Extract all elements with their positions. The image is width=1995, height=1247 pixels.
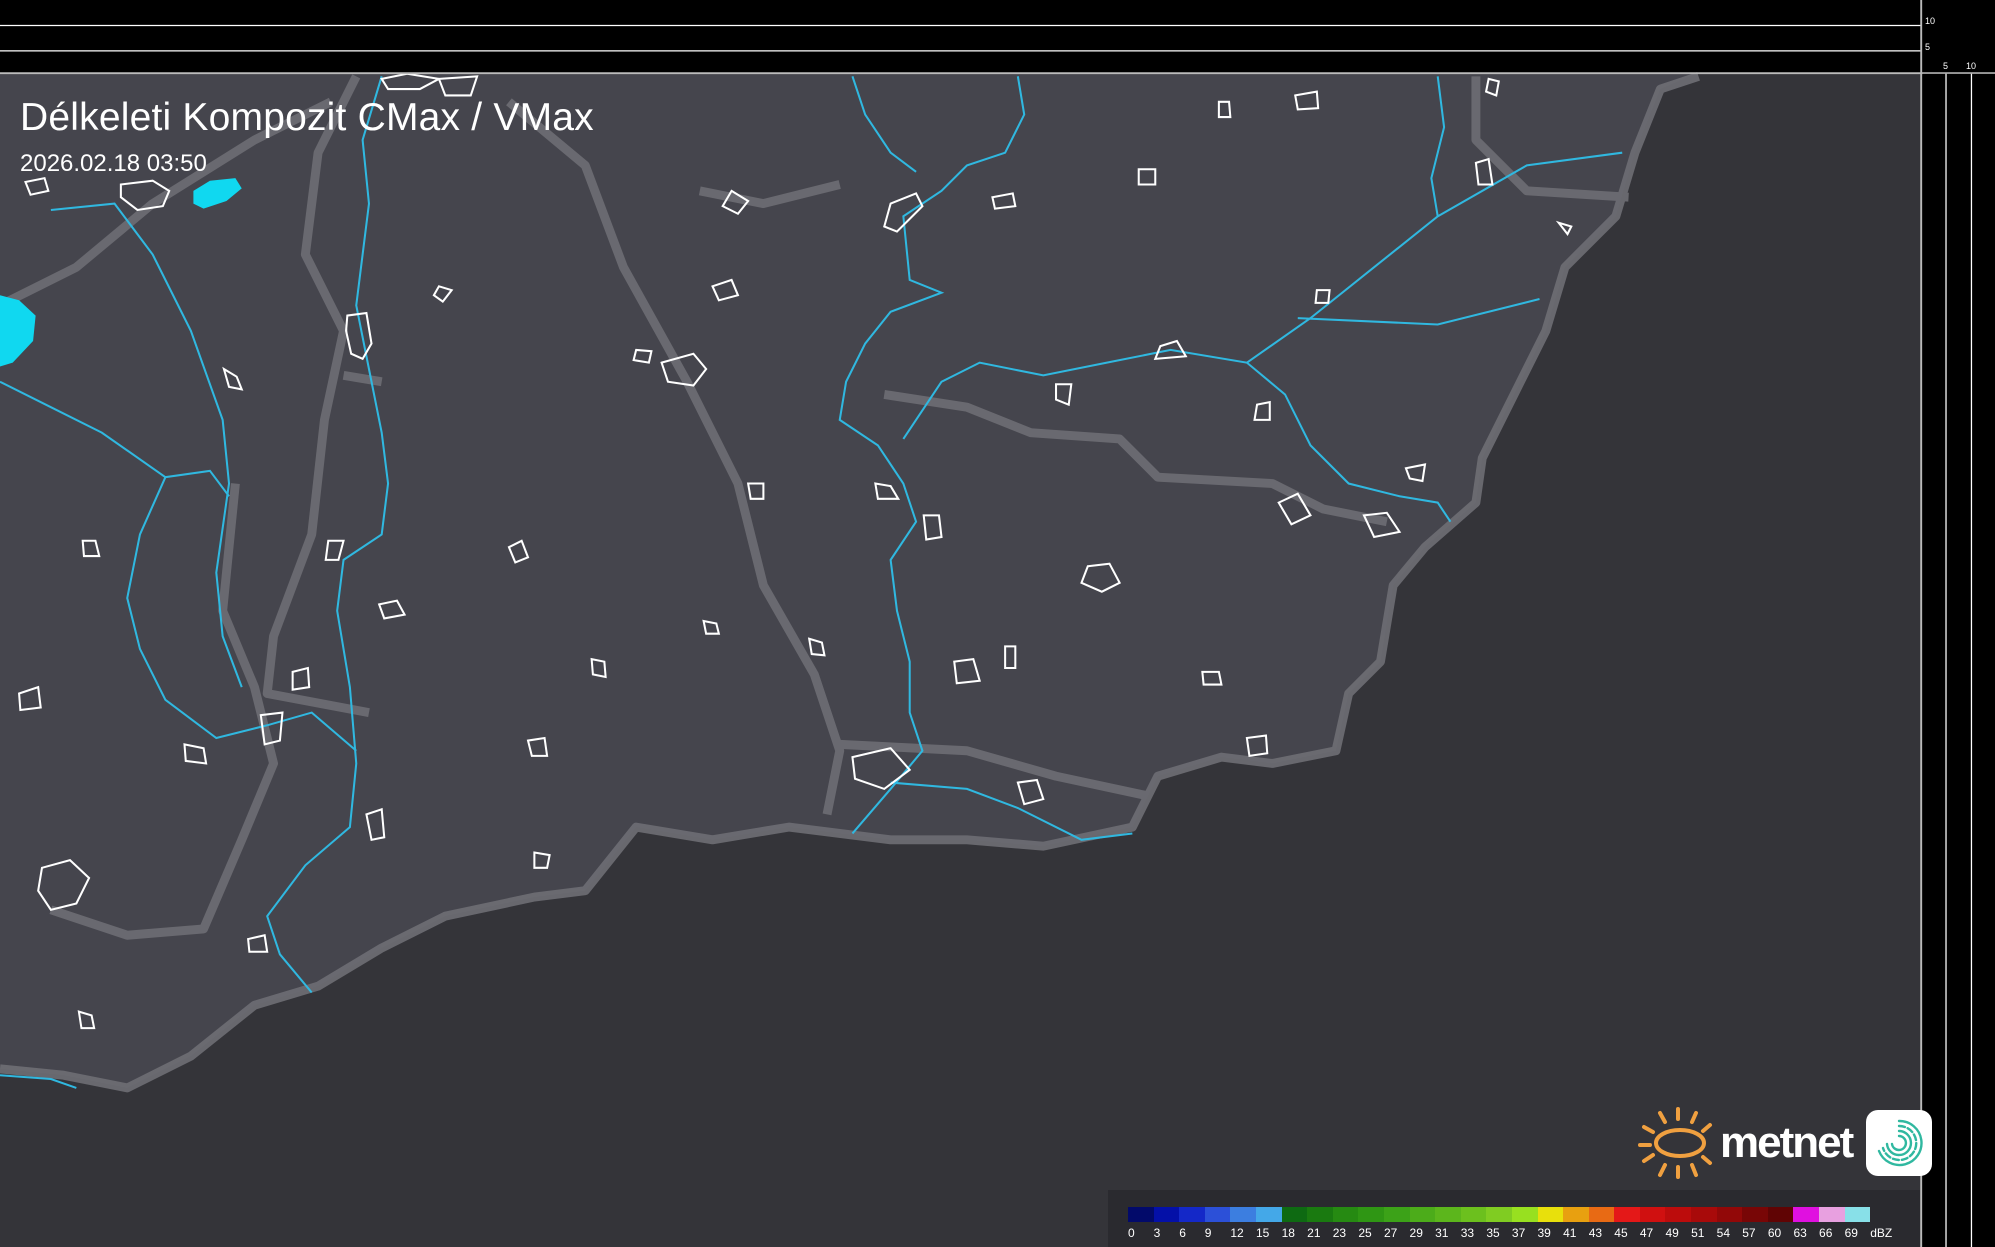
legend-color-cell (1204, 1207, 1231, 1222)
legend-value-label: 0 (1128, 1226, 1135, 1240)
metnet-logo: metnet (1638, 1105, 1933, 1181)
legend-color-cell (1179, 1207, 1205, 1222)
legend-value-label: 60 (1767, 1226, 1782, 1240)
legend-color-cell (1588, 1207, 1615, 1222)
legend-color-cell (1332, 1207, 1359, 1222)
legend-value-label: 39 (1537, 1226, 1551, 1240)
legend-value-label: 6 (1179, 1226, 1186, 1240)
legend-value-label: 3 (1153, 1226, 1161, 1240)
scale-tick-label: 5 (1925, 42, 1931, 52)
legend-value-label: 23 (1332, 1226, 1347, 1240)
legend-color-cell (1537, 1207, 1564, 1222)
sun-icon (1638, 1107, 1712, 1179)
legend-color-cell (1691, 1207, 1717, 1222)
top-scale-band (0, 0, 1995, 73)
rivers (0, 76, 1623, 1089)
legend-color-cell (1435, 1207, 1461, 1222)
legend-value-label: 29 (1409, 1226, 1423, 1240)
contour-outlines (18, 72, 1573, 1030)
legend-color-cell (1128, 1207, 1154, 1222)
scale-tick-label: 5 (1943, 61, 1949, 71)
map-title: Délkeleti Kompozit CMax / VMax (20, 96, 594, 139)
legend-value-label: 69 (1844, 1226, 1858, 1240)
legend-color-cell (1563, 1207, 1589, 1222)
legend-value-label: 21 (1307, 1226, 1321, 1240)
legend-value-label: 25 (1358, 1226, 1372, 1240)
legend-value-label: 31 (1435, 1226, 1449, 1240)
legend-color-cell (1793, 1207, 1820, 1222)
legend-color-cell (1716, 1207, 1743, 1222)
legend-color-cell (1383, 1207, 1410, 1222)
legend-value-label: 18 (1281, 1226, 1295, 1240)
legend-value-label: 57 (1742, 1226, 1756, 1240)
legend-labels: 0 3 6 9 12 15 18 21 23 25 27 29 31 33 35 37 39 41 43 45 47 49… (1128, 1226, 1892, 1240)
legend-value-label: 49 (1665, 1226, 1679, 1240)
legend-value-label: 33 (1460, 1226, 1475, 1240)
map-timestamp: 2026.02.18 03:50 (20, 150, 207, 177)
scale-tick-label: 10 (1966, 61, 1977, 71)
borders (0, 72, 1700, 1093)
legend-color-cell (1639, 1207, 1666, 1222)
spiral-badge-icon (1866, 1110, 1933, 1176)
legend-value-label: 66 (1819, 1226, 1833, 1240)
legend-value-label: 47 (1639, 1226, 1654, 1240)
legend-color-cell (1511, 1207, 1538, 1222)
legend-color-cell (1486, 1207, 1512, 1222)
legend-value-label: 63 (1793, 1226, 1807, 1240)
legend-color-cell (1358, 1207, 1384, 1222)
logo-wordmark: metnet (1720, 1118, 1854, 1167)
radar-echoes (0, 178, 242, 367)
legend-value-label: 51 (1691, 1226, 1705, 1240)
legend-value-label: 37 (1511, 1226, 1526, 1240)
legend-value-label: 9 (1204, 1226, 1212, 1240)
legend-color-cell (1281, 1207, 1308, 1222)
legend-value-label: 43 (1588, 1226, 1603, 1240)
legend-value-label: 15 (1255, 1226, 1270, 1240)
legend-color-cell (1153, 1207, 1180, 1222)
legend-color-cell (1742, 1207, 1768, 1222)
dbz-color-legend: 0 3 6 9 12 15 18 21 23 25 27 29 31 33 35 37 39 41 43 45 47 49… (1108, 1190, 1920, 1247)
legend-color-cell (1819, 1207, 1845, 1222)
legend-color-cell (1614, 1207, 1640, 1222)
legend-color-cell (1460, 1207, 1487, 1222)
legend-value-label: 27 (1383, 1226, 1398, 1240)
legend-color-bar (1128, 1207, 1871, 1222)
legend-color-cell (1307, 1207, 1333, 1222)
country-region (0, 72, 1699, 1088)
legend-value-label: 35 (1486, 1226, 1500, 1240)
legend-value-label: 45 (1614, 1226, 1628, 1240)
scale-tick-label: 10 (1925, 16, 1936, 26)
legend-value-label: 54 (1716, 1226, 1731, 1240)
legend-unit-label: dBZ (1870, 1226, 1893, 1240)
legend-value-label: 41 (1563, 1226, 1577, 1240)
legend-color-cell (1767, 1207, 1794, 1222)
legend-color-cell (1230, 1207, 1256, 1222)
legend-color-cell (1844, 1207, 1871, 1222)
legend-value-label: 12 (1230, 1226, 1244, 1240)
legend-color-cell (1255, 1207, 1282, 1222)
legend-color-cell (1409, 1207, 1436, 1222)
legend-color-cell (1665, 1207, 1692, 1222)
